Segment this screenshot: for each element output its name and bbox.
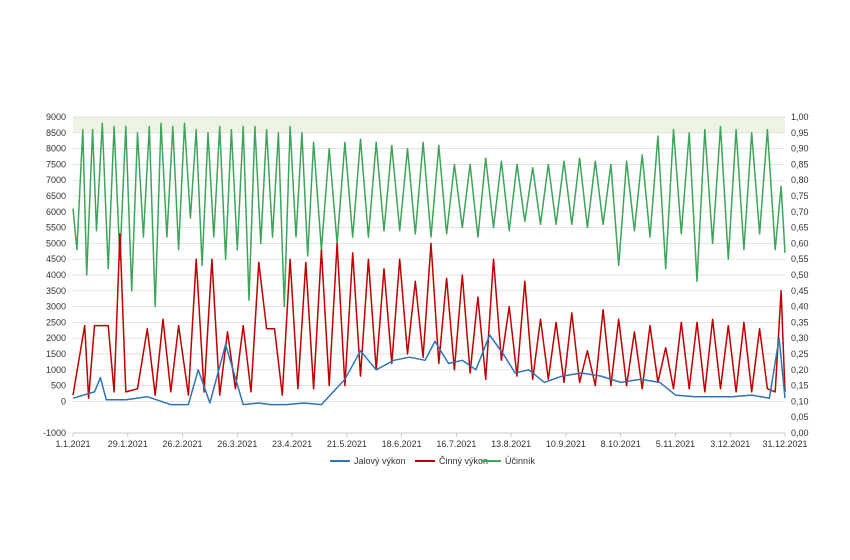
right-tick-label: 0,30 xyxy=(791,333,809,343)
right-tick-label: 0,75 xyxy=(791,191,809,201)
left-tick-label: 3500 xyxy=(46,286,66,296)
right-tick-label: 0,40 xyxy=(791,302,809,312)
left-tick-label: 4500 xyxy=(46,254,66,264)
x-tick-label: 1.1.2021 xyxy=(55,439,90,449)
right-tick-label: 0,45 xyxy=(791,286,809,296)
right-tick-label: 0,20 xyxy=(791,365,809,375)
right-tick-label: 0,35 xyxy=(791,317,809,327)
series-line-0 xyxy=(72,334,786,406)
left-tick-label: 5000 xyxy=(46,238,66,248)
right-tick-label: 0,55 xyxy=(791,254,809,264)
x-tick-label: 31.12.2021 xyxy=(762,439,807,449)
x-tick-label: 21.5.2021 xyxy=(327,439,367,449)
x-tick-label: 29.1.2021 xyxy=(108,439,148,449)
right-tick-label: 0,05 xyxy=(791,412,809,422)
x-tick-label: 18.6.2021 xyxy=(382,439,422,449)
x-tick-label: 26.3.2021 xyxy=(217,439,257,449)
series-lines xyxy=(72,122,786,406)
left-tick-label: 8500 xyxy=(46,128,66,138)
left-tick-label: 3000 xyxy=(46,302,66,312)
right-tick-label: 0,65 xyxy=(791,223,809,233)
right-tick-label: 0,60 xyxy=(791,238,809,248)
left-tick-label: 2500 xyxy=(46,317,66,327)
left-tick-label: 2000 xyxy=(46,333,66,343)
legend-label: Činný výkon xyxy=(439,456,488,466)
x-tick-label: 23.4.2021 xyxy=(272,439,312,449)
right-tick-label: 0,10 xyxy=(791,396,809,406)
right-tick-label: 0,25 xyxy=(791,349,809,359)
left-tick-label: 9000 xyxy=(46,112,66,122)
right-tick-label: 0,15 xyxy=(791,381,809,391)
left-tick-label: 1000 xyxy=(46,365,66,375)
x-tick-label: 26.2.2021 xyxy=(163,439,203,449)
left-axis: -1000 0 500 1000 1500 2000 2500 3000 3500 4000 450… xyxy=(43,112,66,438)
right-tick-label: 1,00 xyxy=(791,112,809,122)
left-tick-label: 6500 xyxy=(46,191,66,201)
x-tick-label: 8.10.2021 xyxy=(601,439,641,449)
left-tick-label: 1500 xyxy=(46,349,66,359)
left-tick-label: -1000 xyxy=(43,428,66,438)
right-tick-label: 0,95 xyxy=(791,128,809,138)
right-tick-label: 0,85 xyxy=(791,159,809,169)
x-tick-label: 3.12.2021 xyxy=(710,439,750,449)
high-power-factor-band xyxy=(73,117,785,133)
x-tick-label: 5.11.2021 xyxy=(656,439,695,449)
left-tick-label: 500 xyxy=(51,381,66,391)
left-tick-label: 7500 xyxy=(46,159,66,169)
x-tick-label: 13.8.2021 xyxy=(491,439,531,449)
right-tick-label: 0,50 xyxy=(791,270,809,280)
series-line-2 xyxy=(72,122,786,308)
left-tick-label: 5500 xyxy=(46,223,66,233)
legend-label: Účinník xyxy=(505,456,536,466)
left-tick-label: 4000 xyxy=(46,270,66,280)
right-tick-label: 0,80 xyxy=(791,175,809,185)
series-line-1 xyxy=(72,233,786,399)
left-tick-label: 8000 xyxy=(46,144,66,154)
right-tick-label: 0,70 xyxy=(791,207,809,217)
band-rect xyxy=(73,117,785,133)
right-tick-label: 0,90 xyxy=(791,144,809,154)
x-tick-label: 10.9.2021 xyxy=(546,439,586,449)
legend-label: Jalový výkon xyxy=(354,456,406,466)
left-tick-label: 7000 xyxy=(46,175,66,185)
left-tick-label: 6000 xyxy=(46,207,66,217)
right-tick-label: 0,00 xyxy=(791,428,809,438)
left-tick-label: 0 xyxy=(61,396,66,406)
x-axis: 1.1.2021 29.1.2021 26.2.2021 26.3.2021 23.4.… xyxy=(55,432,808,449)
legend: Jalový výkon Činný výkon Účinník xyxy=(330,456,536,466)
right-axis: 0,00 0,05 0,10 0,15 0,20 0,25 0,30 0,35 0,40 0,45… xyxy=(791,112,809,438)
x-tick-label: 16.7.2021 xyxy=(436,439,476,449)
